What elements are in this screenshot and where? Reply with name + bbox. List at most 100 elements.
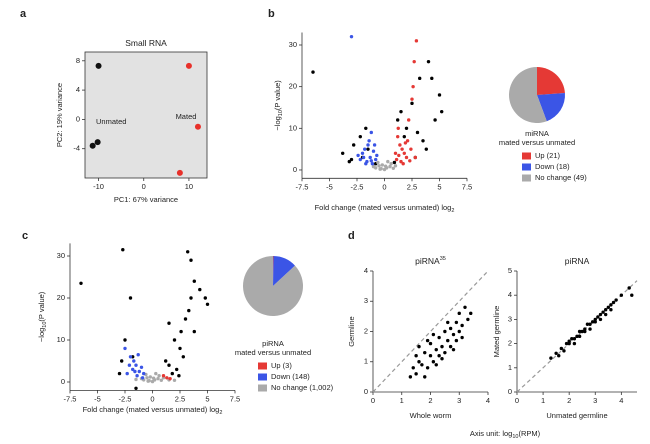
- point: [123, 346, 127, 351]
- x-tick-label: 0: [382, 182, 386, 191]
- point: [627, 286, 631, 290]
- panel-letter: b: [268, 8, 275, 20]
- point: [131, 367, 135, 372]
- point: [457, 311, 461, 316]
- point: [120, 359, 124, 363]
- y-axis-label: Germline: [347, 316, 356, 346]
- point: [369, 130, 373, 135]
- point: [414, 39, 419, 43]
- point: [161, 374, 166, 378]
- point: [179, 329, 183, 334]
- point: [469, 311, 473, 316]
- legend-swatch: [258, 373, 267, 381]
- y-axis-label: −log10(P value): [273, 80, 284, 131]
- point: [139, 365, 144, 369]
- series-label: Unmated: [96, 117, 126, 126]
- plot-background: [85, 52, 207, 178]
- point: [454, 338, 459, 343]
- point: [415, 130, 420, 135]
- x-tick-label: -2.5: [119, 394, 132, 403]
- point: [192, 279, 196, 283]
- pie-slice: [537, 67, 565, 95]
- point: [549, 356, 553, 360]
- point: [466, 317, 470, 322]
- point: [457, 329, 461, 334]
- point: [593, 317, 597, 322]
- x-tick-label: 2.5: [407, 182, 417, 191]
- legend-label: Down (148): [271, 372, 310, 381]
- point: [562, 349, 566, 353]
- y-axis-label-part: −log: [37, 328, 46, 342]
- y-axis-label-part: 10: [42, 322, 48, 328]
- point: [451, 332, 456, 337]
- identity-line: [372, 270, 489, 393]
- point: [137, 369, 141, 374]
- y-tick-label: 0: [364, 387, 368, 396]
- x-tick-label: 5: [205, 394, 209, 403]
- chart-title: piRNA35: [415, 256, 446, 266]
- point: [408, 159, 412, 163]
- x-tick-label: 0: [515, 396, 519, 405]
- point: [172, 338, 177, 342]
- x-tick-label: -5: [326, 182, 333, 191]
- point: [588, 322, 592, 326]
- point: [440, 109, 444, 114]
- point: [368, 155, 372, 160]
- y-axis-label-part: (P value): [273, 80, 282, 110]
- y-tick-label: 10: [57, 335, 65, 344]
- point: [341, 151, 345, 156]
- point: [394, 157, 399, 162]
- point: [440, 344, 444, 349]
- x-tick-label: -7.5: [64, 394, 77, 403]
- point: [146, 379, 150, 383]
- point: [145, 376, 149, 380]
- legend-swatch: [522, 152, 531, 160]
- point: [434, 363, 438, 367]
- point: [596, 315, 600, 319]
- point: [371, 149, 376, 153]
- point: [414, 354, 418, 358]
- point: [185, 62, 192, 69]
- chart-title-part: piRNA: [415, 256, 440, 266]
- x-tick-label: 2: [428, 396, 432, 405]
- y-tick-label: 1: [364, 357, 368, 366]
- point: [132, 359, 136, 363]
- x-tick-label: 2.5: [175, 394, 185, 403]
- chart-title-part: Small RNA: [125, 38, 167, 48]
- point: [154, 371, 158, 376]
- point: [430, 76, 434, 81]
- point: [397, 153, 401, 158]
- point: [425, 366, 430, 370]
- point: [393, 151, 398, 156]
- pie-slice: [537, 93, 565, 122]
- point: [140, 376, 145, 380]
- point: [167, 321, 171, 325]
- point: [194, 123, 201, 130]
- point: [451, 347, 456, 352]
- point: [377, 164, 381, 168]
- point: [172, 378, 177, 383]
- point: [448, 326, 453, 331]
- point: [358, 134, 362, 139]
- y-tick-label: 3: [364, 296, 368, 305]
- point: [181, 355, 185, 359]
- point: [94, 139, 101, 146]
- point: [598, 312, 603, 317]
- point: [178, 346, 182, 351]
- point: [418, 76, 422, 81]
- y-axis-label-part: 10: [278, 110, 284, 116]
- legend-swatch: [522, 174, 531, 182]
- point: [386, 159, 390, 164]
- point: [580, 329, 584, 334]
- x-axis-label-part: Unmated germline: [546, 411, 607, 420]
- point: [409, 147, 413, 151]
- x-axis-label-part: PC1: 67% variance: [114, 195, 178, 204]
- point: [423, 375, 427, 379]
- point: [410, 101, 414, 106]
- point: [187, 308, 191, 313]
- point: [156, 376, 160, 381]
- point: [454, 320, 459, 325]
- point: [157, 374, 161, 378]
- point: [396, 118, 400, 122]
- point: [358, 157, 362, 162]
